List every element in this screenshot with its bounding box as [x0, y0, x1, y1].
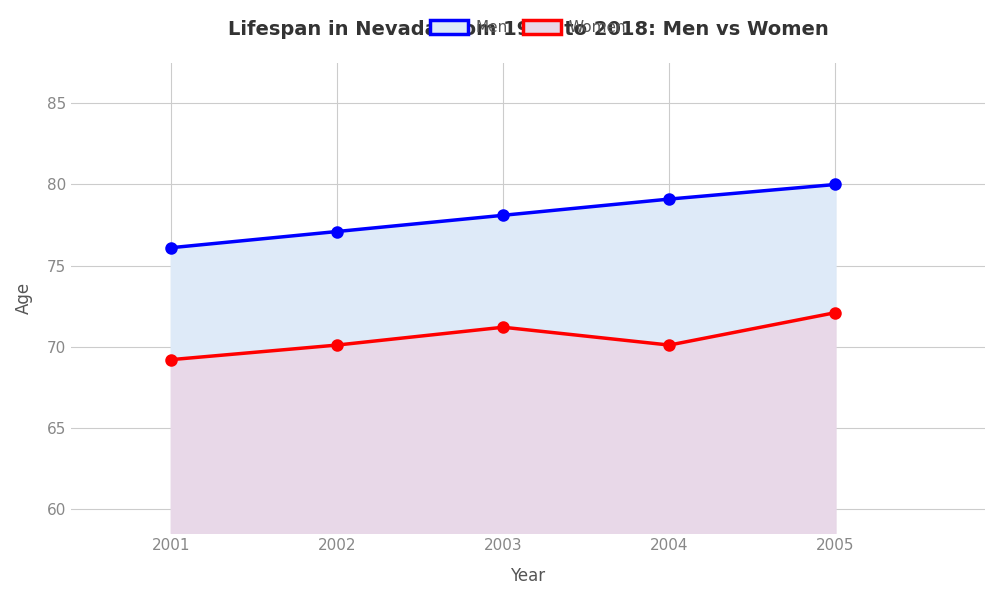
- Women: [331, 341, 343, 349]
- Men: [829, 181, 841, 188]
- Women: [663, 341, 675, 349]
- Women: [497, 323, 509, 331]
- Legend: Men, Women: Men, Women: [424, 14, 633, 41]
- Line: Women: Women: [166, 308, 840, 365]
- Men: [331, 228, 343, 235]
- Title: Lifespan in Nevada from 1968 to 2018: Men vs Women: Lifespan in Nevada from 1968 to 2018: Me…: [228, 20, 828, 39]
- Men: [497, 212, 509, 219]
- Line: Men: Men: [166, 179, 840, 253]
- X-axis label: Year: Year: [511, 567, 546, 585]
- Women: [829, 309, 841, 316]
- Men: [165, 244, 177, 251]
- Men: [663, 196, 675, 203]
- Women: [165, 356, 177, 363]
- Y-axis label: Age: Age: [15, 282, 33, 314]
